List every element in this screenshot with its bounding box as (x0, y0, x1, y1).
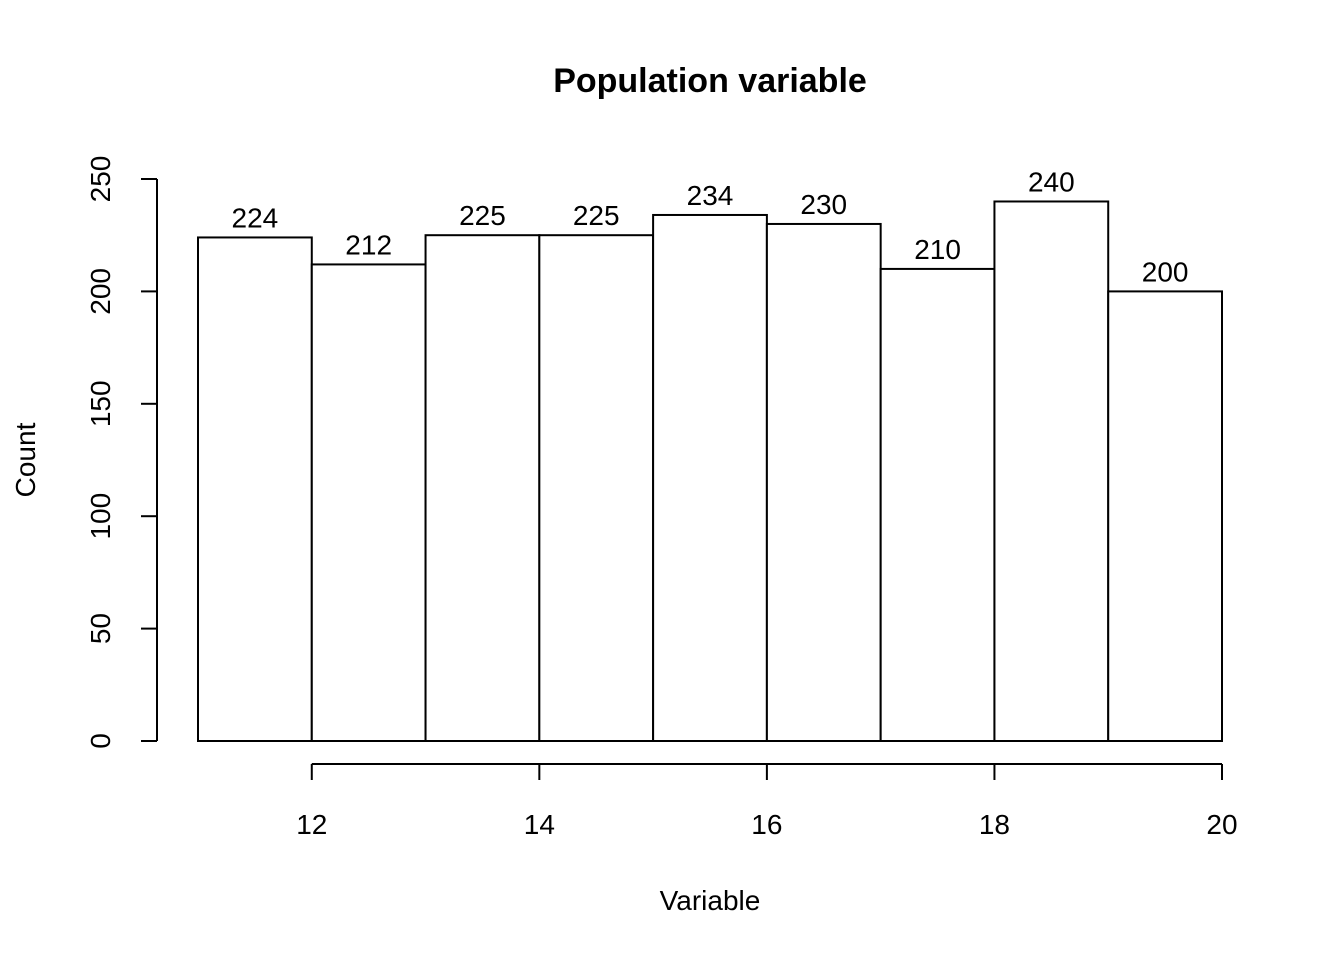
y-tick-label: 100 (85, 493, 116, 540)
histogram-bar (538, 234, 655, 742)
bar-count-label: 212 (345, 229, 392, 260)
y-tick-label: 250 (85, 156, 116, 203)
bar-count-label: 224 (232, 202, 279, 233)
histogram-bar (879, 267, 996, 742)
x-tick-label: 18 (979, 809, 1010, 840)
histogram-bar (424, 234, 541, 742)
x-axis-label: Variable (660, 885, 761, 916)
bar-count-label: 225 (573, 200, 620, 231)
x-ticks-group: 12 14 16 18 20 (296, 764, 1238, 840)
histogram-bar (652, 213, 768, 742)
bar-count-label: 234 (687, 180, 734, 211)
x-tick-label: 16 (751, 809, 782, 840)
bar-count-label: 240 (1028, 166, 1075, 197)
bar-count-label: 230 (800, 189, 847, 220)
bar-count-label: 225 (459, 200, 506, 231)
x-tick-label: 14 (524, 809, 555, 840)
y-tick-label: 0 (85, 733, 116, 749)
bars-group (197, 200, 1223, 743)
bar-count-label: 200 (1142, 256, 1189, 287)
y-axis: 0 50 100 150 200 250 (85, 156, 158, 749)
y-tick-label: 150 (85, 380, 116, 427)
bar-labels-group: 224 212 225 225 234 230 210 240 200 (232, 166, 1189, 287)
histogram-bar (310, 263, 427, 742)
x-tick-label: 12 (296, 809, 327, 840)
histogram-bar (1107, 290, 1223, 742)
bar-count-label: 210 (914, 234, 961, 265)
x-axis: 12 14 16 18 20 (296, 763, 1238, 840)
y-axis-label: Count (10, 422, 41, 497)
histogram-bar (197, 236, 313, 742)
histogram-bar (993, 200, 1110, 743)
x-tick-label: 20 (1206, 809, 1237, 840)
y-tick-label: 50 (85, 613, 116, 644)
y-ticks-group: 0 50 100 150 200 250 (85, 156, 157, 749)
histogram-bar (765, 222, 882, 742)
chart-title: Population variable (553, 62, 867, 100)
y-tick-label: 200 (85, 268, 116, 315)
